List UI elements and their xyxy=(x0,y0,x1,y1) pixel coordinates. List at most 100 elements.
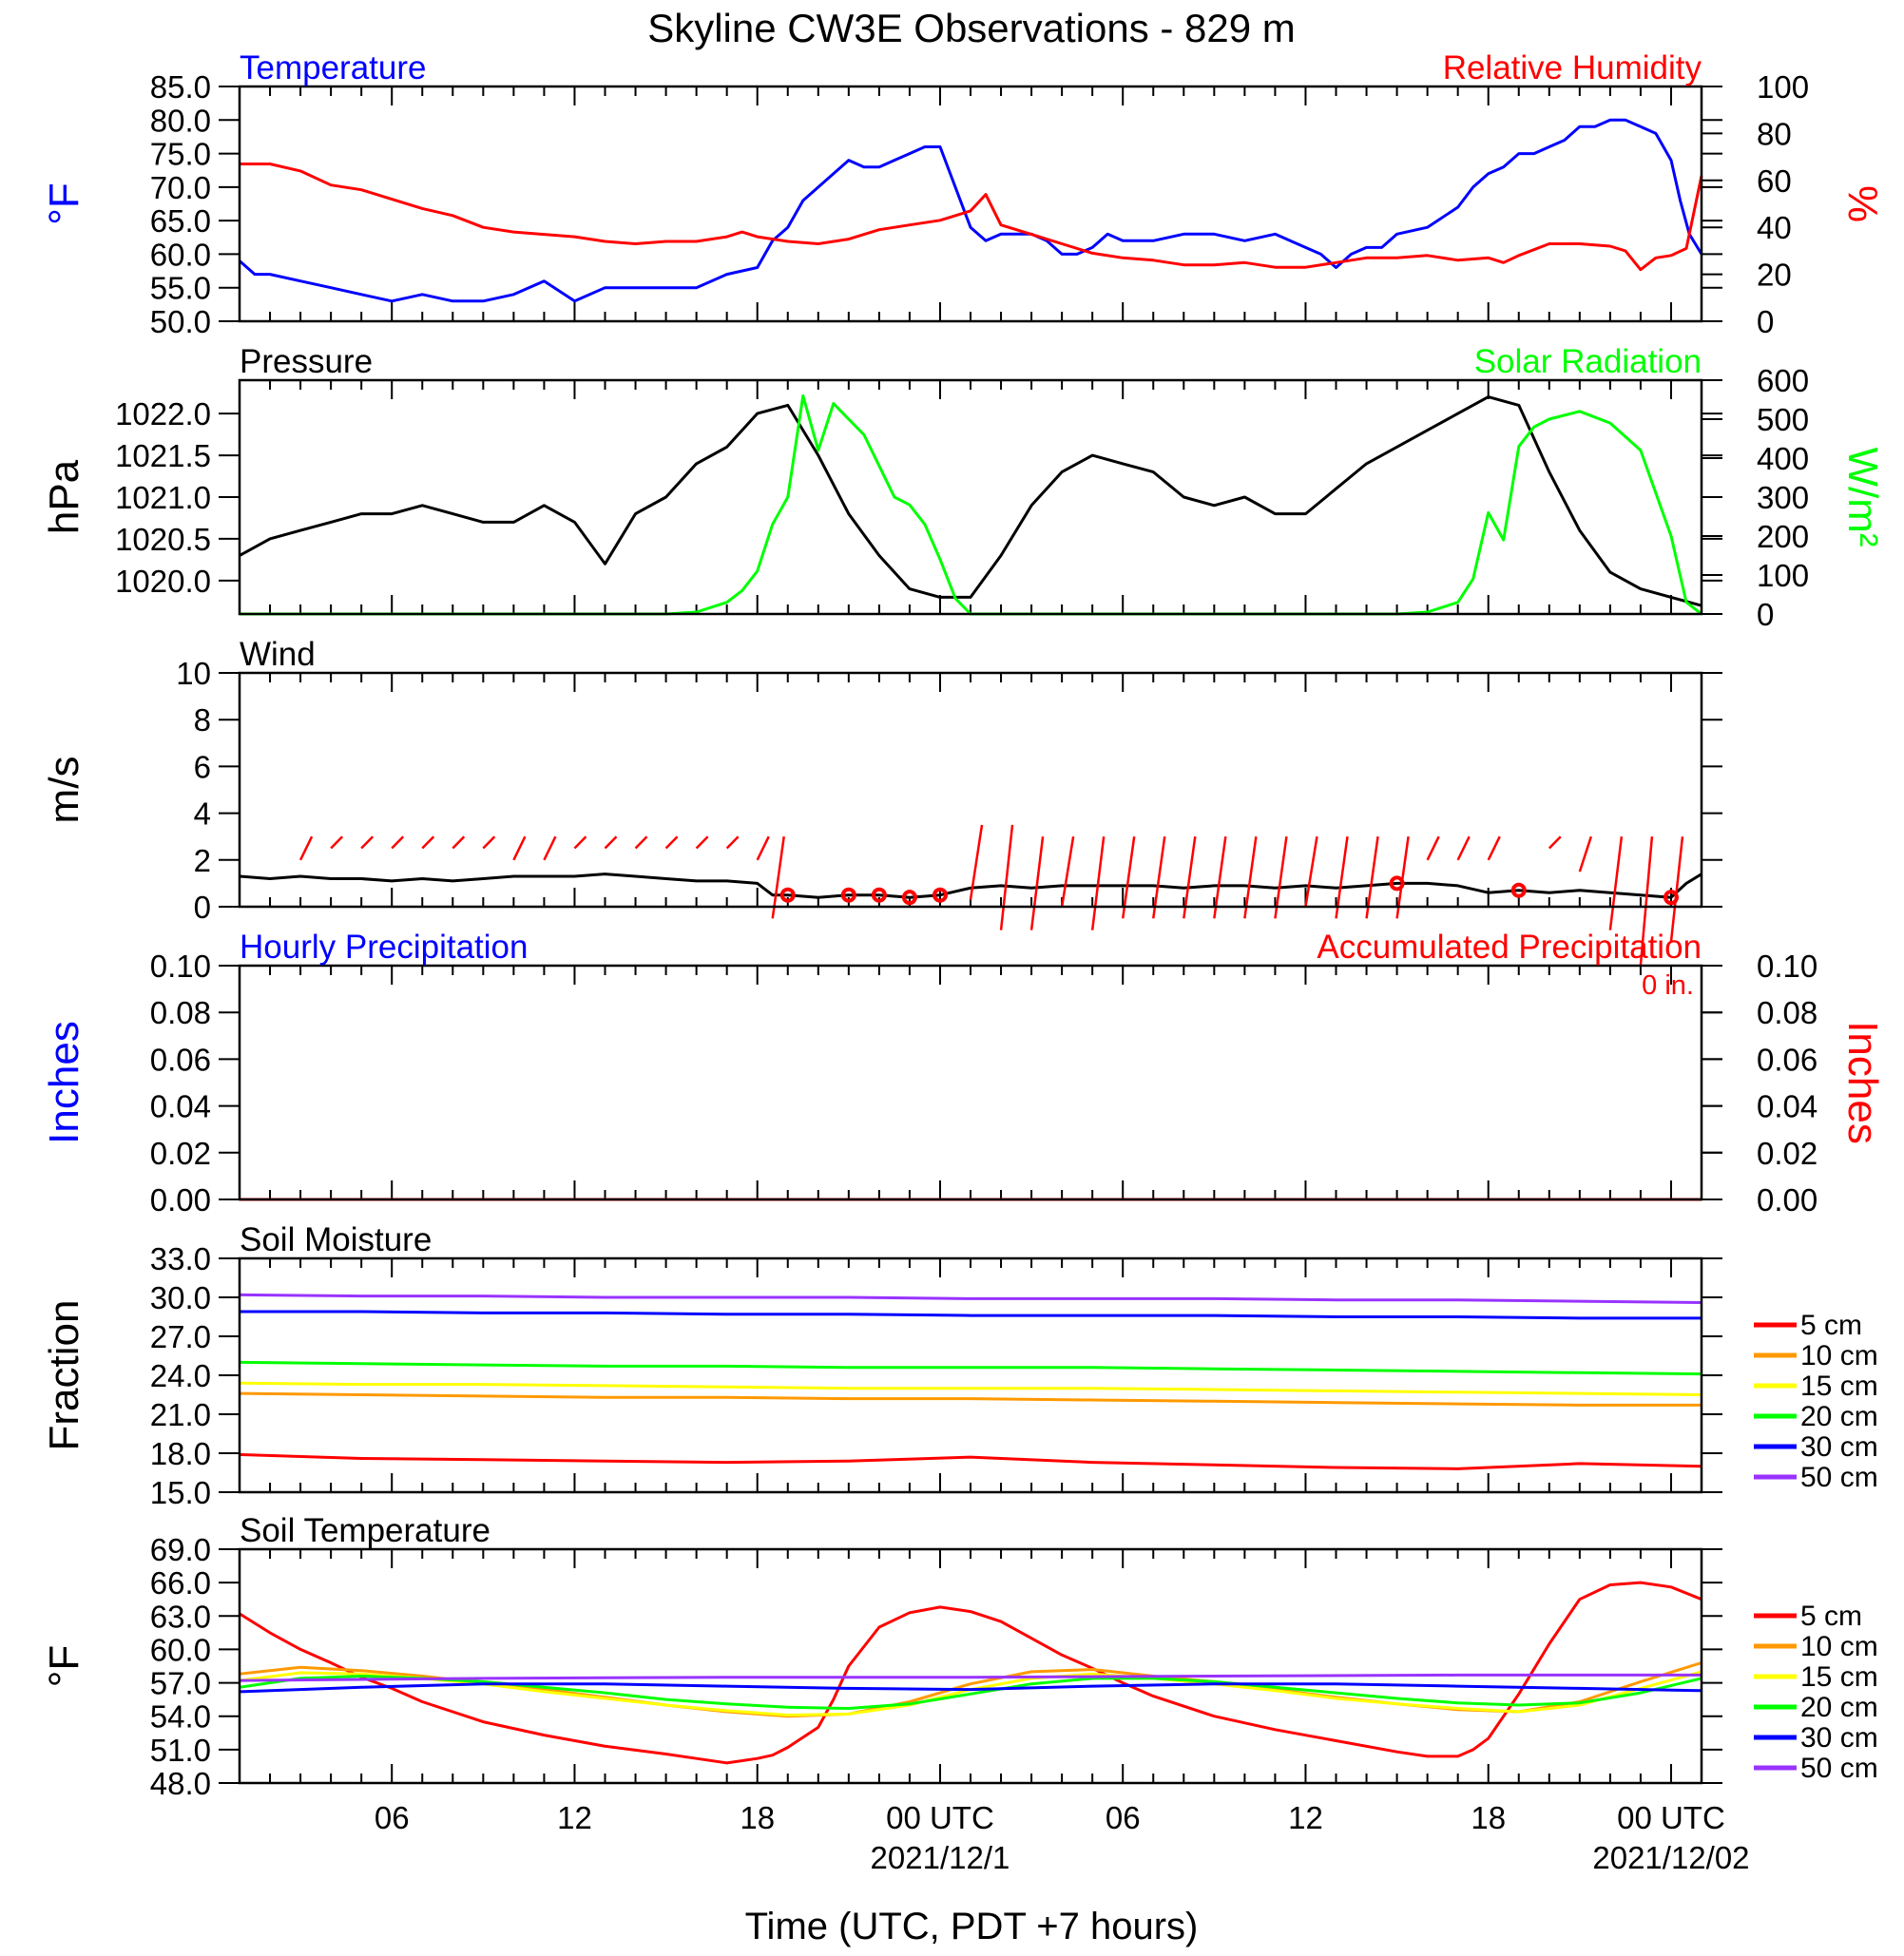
left-tick-label: 15.0 xyxy=(150,1475,211,1510)
right-tick-label: 600 xyxy=(1757,363,1809,398)
panel-title-left: Temperature xyxy=(240,49,426,86)
wind-barb xyxy=(391,835,405,850)
left-tick-label: 1021.5 xyxy=(115,438,211,473)
left-tick-label: 70.0 xyxy=(150,170,211,205)
wind-barb xyxy=(1669,836,1684,943)
wind-barb xyxy=(1578,835,1593,873)
calm-wind-marker xyxy=(840,887,856,903)
panel-frame xyxy=(238,378,1703,616)
right-tick-label: 0 xyxy=(1757,597,1774,632)
wind-barb xyxy=(573,835,587,850)
panel-title-right: Relative Humidity xyxy=(1443,49,1702,86)
wind-barb xyxy=(1060,835,1075,908)
wind-barb xyxy=(1121,836,1136,919)
left-tick-label: 21.0 xyxy=(150,1397,211,1432)
wind-barb xyxy=(452,835,466,850)
left-tick-label: 10 xyxy=(176,656,211,691)
series-wind-wind xyxy=(239,873,1702,899)
series-soil-moisture-15-cm xyxy=(239,1381,1702,1396)
panel-title-left: Hourly Precipitation xyxy=(240,929,528,966)
right-tick-label: 500 xyxy=(1757,402,1809,437)
wind-barb xyxy=(330,835,344,850)
left-tick-label: 1022.0 xyxy=(115,396,211,431)
left-tick-label: 63.0 xyxy=(150,1599,211,1634)
y-axis-label-left: Inches xyxy=(41,1021,87,1144)
wind-barb xyxy=(1090,836,1106,930)
right-tick-label: 100 xyxy=(1757,558,1809,593)
panel-title-right: Accumulated Precipitation xyxy=(1317,929,1702,966)
left-tick-label: 60.0 xyxy=(150,1632,211,1667)
right-tick-label: 300 xyxy=(1757,480,1809,515)
left-tick-label: 80.0 xyxy=(150,103,211,138)
left-tick-label: 1020.5 xyxy=(115,522,211,557)
right-tick-label: 0 xyxy=(1757,304,1774,339)
left-tick-label: 75.0 xyxy=(150,137,211,172)
left-tick-label: 1020.0 xyxy=(115,564,211,599)
panel-temperature-humidity: 50.055.060.065.070.075.080.085.0 0 20 40 60 8… xyxy=(41,49,1886,339)
wind-barb xyxy=(421,835,435,850)
right-tick-label: 400 xyxy=(1757,441,1809,476)
panel-title-right: Solar Radiation xyxy=(1474,343,1702,380)
wind-barb xyxy=(1608,836,1624,930)
legend-label: 15 cm xyxy=(1800,1661,1878,1693)
legend-label: 20 cm xyxy=(1800,1692,1878,1723)
accumulation-annotation: 0 in. xyxy=(1642,970,1694,1001)
calm-wind-marker xyxy=(932,887,948,903)
series-soil-moisture-20-cm xyxy=(239,1360,1702,1376)
left-tick-label: 0.08 xyxy=(150,995,211,1030)
wind-barb xyxy=(634,835,648,850)
panel-title-left: Soil Moisture xyxy=(240,1221,432,1258)
legend-label: 10 cm xyxy=(1800,1631,1878,1662)
panel-title-left: Soil Temperature xyxy=(240,1512,490,1549)
left-tick-label: 69.0 xyxy=(150,1532,211,1567)
wind-barb xyxy=(604,835,618,850)
left-tick-label: 66.0 xyxy=(150,1565,211,1601)
legend-label: 30 cm xyxy=(1800,1431,1878,1463)
left-tick-label: 1021.0 xyxy=(115,480,211,515)
left-tick-label: 0.02 xyxy=(150,1136,211,1171)
left-tick-label: 48.0 xyxy=(150,1766,211,1801)
left-tick-label: 55.0 xyxy=(150,271,211,306)
left-tick-label: 4 xyxy=(194,796,211,832)
right-tick-label: 20 xyxy=(1757,258,1792,293)
panel-title-left: Wind xyxy=(240,636,316,673)
calm-wind-marker xyxy=(779,887,796,903)
wind-barb xyxy=(1243,836,1258,919)
series-soil-moisture-10-cm xyxy=(239,1391,1702,1407)
wind-barb xyxy=(512,835,527,861)
left-tick-label: 6 xyxy=(194,749,211,784)
wind-barb xyxy=(1152,836,1166,919)
series-soil-temperature-30-cm xyxy=(239,1682,1702,1694)
right-tick-label: 200 xyxy=(1757,519,1809,554)
left-tick-label: 54.0 xyxy=(150,1699,211,1735)
panel-soil-moisture: 15.0 18.0 21.0 24.0 27.0 30.0 33.0 Soil Moistur… xyxy=(41,1221,1878,1510)
x-axis: 06 12 18 00 UTC 2021/12/1 06 12 18 00 UTC 2021/12… xyxy=(375,1800,1750,1875)
x-tick-label: 18 xyxy=(1471,1800,1506,1835)
wind-barb xyxy=(1548,835,1562,850)
calm-wind-marker xyxy=(871,887,887,903)
legend-label: 10 cm xyxy=(1800,1340,1878,1371)
wind-barb xyxy=(1335,836,1349,919)
panel-soil-temperature: 48.051.054.057.060.063.066.069.0 Soil Tem… xyxy=(41,1512,1878,1801)
wind-barb xyxy=(298,835,314,861)
panel-frame xyxy=(238,671,1703,909)
wind-barb xyxy=(771,836,785,919)
y-axis-label-left: Fraction xyxy=(41,1300,87,1451)
calm-wind-marker xyxy=(1510,882,1527,898)
series-soil-temperature-20-cm xyxy=(239,1675,1702,1710)
x-tick-label: 06 xyxy=(1106,1800,1141,1835)
calm-wind-marker xyxy=(1389,875,1405,892)
y-axis-label-right: Inches xyxy=(1839,1021,1886,1144)
wind-barb xyxy=(725,835,740,850)
x-tick-date: 2021/12/1 xyxy=(871,1840,1010,1875)
left-tick-label: 30.0 xyxy=(150,1280,211,1315)
wind-barb xyxy=(1487,835,1501,861)
legend-label: 5 cm xyxy=(1800,1310,1862,1341)
wind-barb xyxy=(1213,836,1227,919)
legend-label: 50 cm xyxy=(1800,1462,1878,1493)
panel-frame xyxy=(238,1547,1703,1785)
calm-wind-marker xyxy=(1663,890,1679,906)
wind-barb xyxy=(664,835,679,850)
wind-barb xyxy=(1029,836,1045,930)
